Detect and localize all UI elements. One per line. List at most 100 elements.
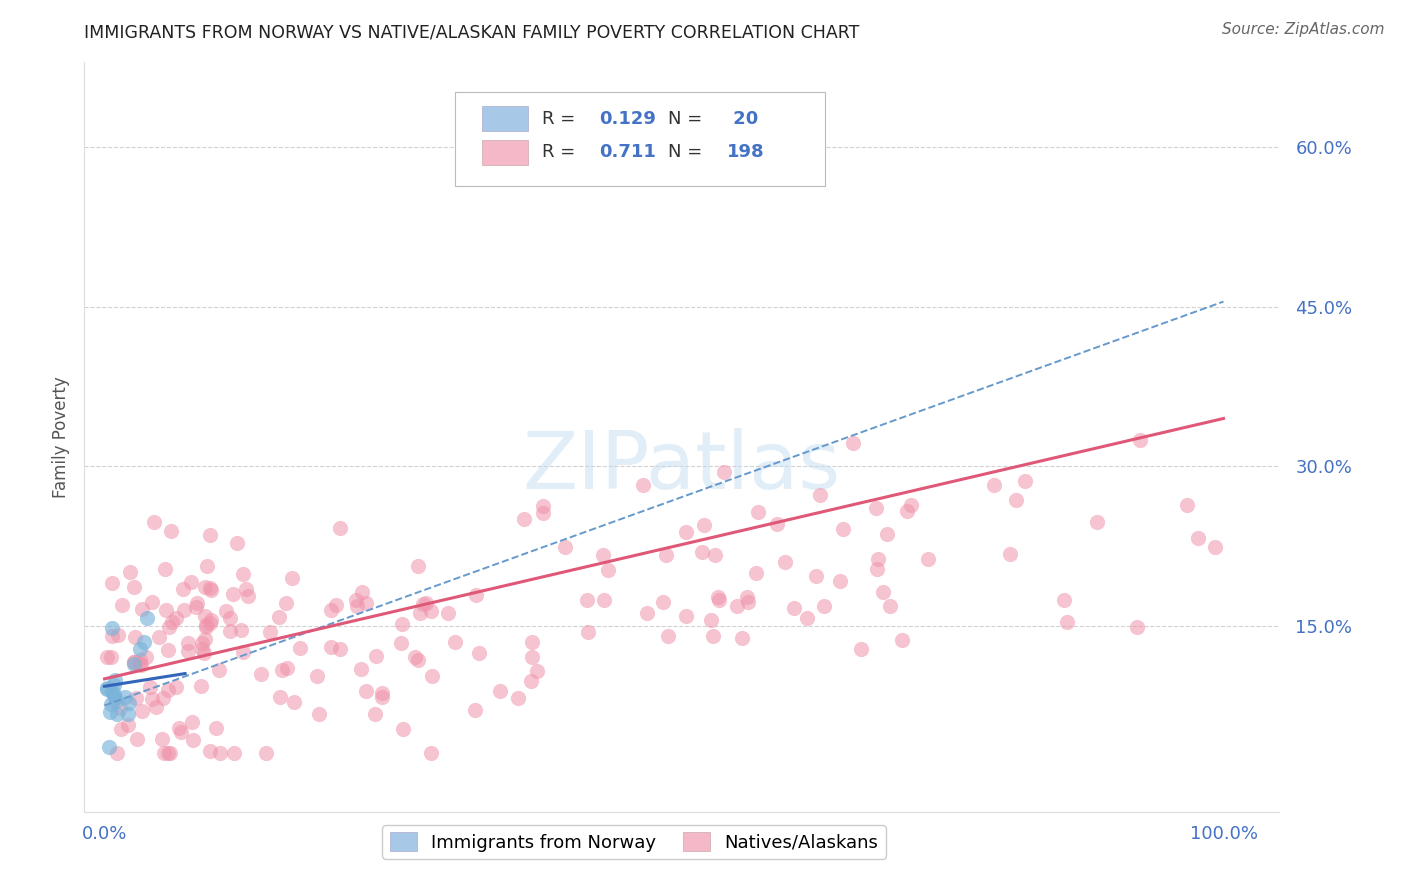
Point [198,744,221,758]
Point [141,692,163,706]
Text: R =: R = [543,110,581,128]
Point [159,746,181,760]
Point [350,585,373,599]
Point [118,696,141,710]
Point [872,585,894,599]
Point [215,604,238,618]
Point [321,603,343,617]
Point [283,695,305,709]
Point [150,731,173,746]
Bar [482,106,527,131]
Point [195,559,218,574]
Point [983,478,1005,492]
Point [1204,541,1226,555]
Point [177,636,200,650]
Point [100,698,122,712]
Point [526,665,548,679]
Point [404,650,426,665]
Point [408,607,430,621]
Point [152,691,174,706]
Point [876,527,898,541]
Point [101,629,124,643]
Point [131,705,153,719]
Text: 20: 20 [727,110,759,128]
Point [157,620,180,634]
Point [160,615,183,629]
Point [765,517,787,532]
Point [96,649,118,664]
Point [259,625,281,640]
Point [415,597,437,611]
Point [917,552,939,566]
Point [371,690,394,704]
Point [737,595,759,609]
Point [276,660,298,674]
Point [155,603,177,617]
Point [124,630,146,644]
Point [103,687,125,701]
Point [141,595,163,609]
Point [160,524,183,538]
Point [195,618,218,632]
Point [269,690,291,705]
Point [111,599,134,613]
Point [896,504,918,518]
Point [105,707,128,722]
Point [531,499,554,513]
Point [389,635,412,649]
Point [305,669,328,683]
Point [308,707,330,722]
Point [652,594,675,608]
Point [391,617,413,632]
Point [98,705,121,719]
Point [229,623,252,637]
Point [325,598,347,612]
Text: N =: N = [668,144,707,161]
Point [412,597,434,611]
Point [200,613,222,627]
Point [157,682,180,697]
Point [1126,620,1149,634]
Point [129,657,152,671]
Point [849,642,872,657]
Point [520,635,543,649]
Point [808,488,831,502]
Point [675,609,697,624]
Point [636,606,658,620]
Point [709,593,731,607]
Point [181,714,204,729]
Point [129,653,152,667]
Point [108,700,131,714]
Point [167,722,190,736]
Point [1175,498,1198,512]
Point [828,574,851,588]
Point [783,601,806,615]
Point [132,635,155,649]
Text: ZIPatlas: ZIPatlas [523,428,841,506]
Point [122,657,145,671]
Point [186,596,208,610]
Point [177,644,200,658]
Point [443,634,465,648]
Point [235,582,257,596]
Point [702,629,724,643]
Point [842,435,865,450]
Point [690,545,713,559]
Point [96,681,118,695]
Point [180,574,202,589]
Point [117,706,139,721]
Point [713,465,735,479]
Point [356,596,378,610]
Point [136,611,159,625]
Point [124,655,146,669]
Point [735,590,758,604]
Point [725,599,748,614]
Point [804,569,827,583]
Point [1014,474,1036,488]
Point [190,679,212,693]
Point [731,631,754,645]
Text: 0.711: 0.711 [599,144,657,161]
Point [657,629,679,643]
Point [891,632,914,647]
Point [364,648,387,663]
